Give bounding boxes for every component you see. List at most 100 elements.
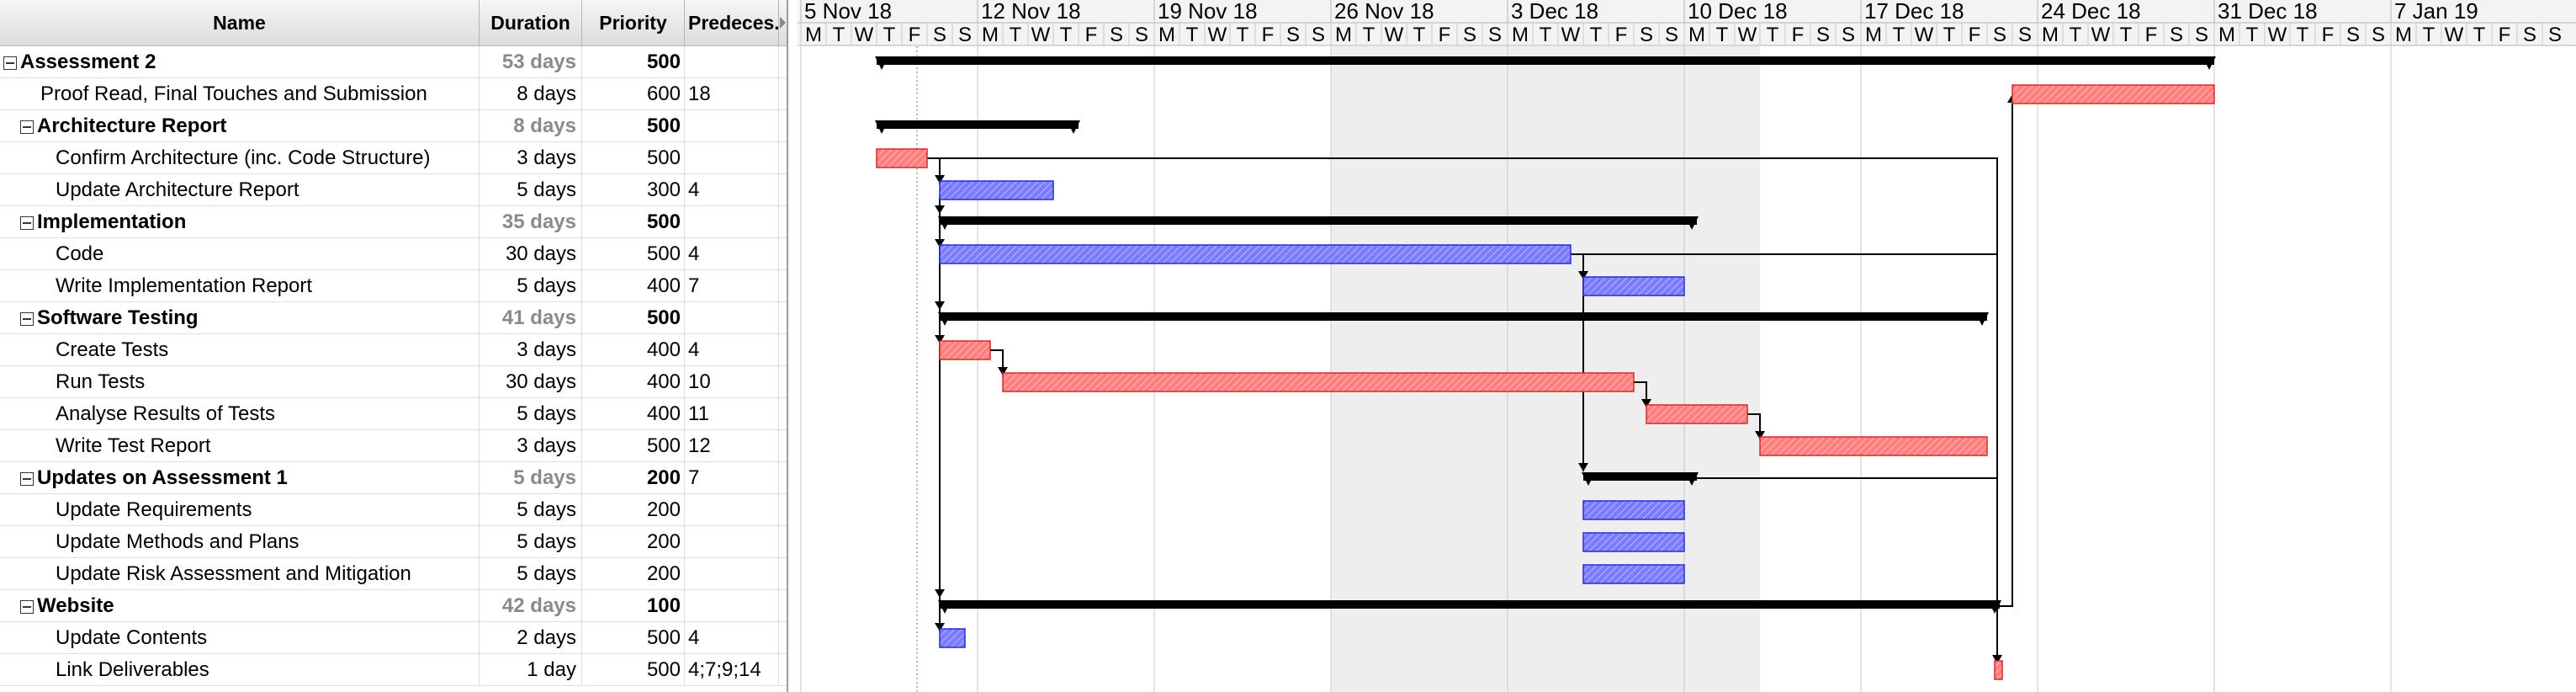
task-priority[interactable]: 500 — [582, 46, 685, 77]
task-duration[interactable]: 5 days — [480, 270, 582, 301]
task-priority[interactable]: 400 — [582, 366, 685, 397]
task-name-cell[interactable]: Update Requirements — [0, 494, 480, 525]
task-duration[interactable]: 5 days — [480, 462, 582, 493]
task-duration[interactable]: 35 days — [480, 206, 582, 237]
task-priority[interactable]: 500 — [582, 430, 685, 461]
task-predecessors[interactable]: 18 — [685, 78, 779, 109]
task-name-cell[interactable]: Link Deliverables — [0, 654, 480, 685]
column-header-duration[interactable]: Duration — [480, 0, 582, 45]
task-row[interactable]: Write Test Report 3 days 500 12 — [0, 430, 787, 462]
task-priority[interactable]: 500 — [582, 654, 685, 685]
task-row[interactable]: Update Architecture Report 5 days 300 4 — [0, 174, 787, 206]
task-predecessors[interactable]: 4 — [685, 174, 779, 205]
task-name-cell[interactable]: Create Tests — [0, 334, 480, 365]
task-duration[interactable]: 42 days — [480, 590, 582, 621]
task-row[interactable]: Run Tests 30 days 400 10 — [0, 366, 787, 398]
task-duration[interactable]: 5 days — [480, 174, 582, 205]
task-name-cell[interactable]: Analyse Results of Tests — [0, 398, 480, 429]
task-priority[interactable]: 200 — [582, 462, 685, 493]
task-group-row[interactable]: Architecture Report 8 days 500 — [0, 110, 787, 142]
task-name-cell[interactable]: Write Implementation Report — [0, 270, 480, 301]
column-menu-arrow-icon[interactable] — [779, 0, 787, 45]
task-row[interactable]: Link Deliverables 1 day 500 4;7;9;14 — [0, 654, 787, 686]
task-row[interactable]: Update Requirements 5 days 200 — [0, 494, 787, 526]
column-header-name[interactable]: Name — [0, 0, 480, 45]
task-name-cell[interactable]: Confirm Architecture (inc. Code Structur… — [0, 142, 480, 173]
task-priority[interactable]: 200 — [582, 558, 685, 589]
task-duration[interactable]: 53 days — [480, 46, 582, 77]
task-name-cell[interactable]: Architecture Report — [0, 110, 480, 141]
collapse-toggle-icon[interactable] — [20, 216, 34, 230]
task-priority[interactable]: 600 — [582, 78, 685, 109]
task-duration[interactable]: 1 day — [480, 654, 582, 685]
task-group-row[interactable]: Assessment 2 53 days 500 — [0, 46, 787, 78]
task-priority[interactable]: 500 — [582, 206, 685, 237]
task-duration[interactable]: 3 days — [480, 430, 582, 461]
task-duration[interactable]: 5 days — [480, 398, 582, 429]
task-duration[interactable]: 5 days — [480, 526, 582, 557]
column-header-priority[interactable]: Priority — [582, 0, 685, 45]
task-duration[interactable]: 3 days — [480, 142, 582, 173]
collapse-toggle-icon[interactable] — [3, 56, 17, 70]
task-priority[interactable]: 200 — [582, 494, 685, 525]
task-priority[interactable]: 400 — [582, 398, 685, 429]
task-row[interactable]: Write Implementation Report 5 days 400 7 — [0, 270, 787, 302]
task-priority[interactable]: 500 — [582, 622, 685, 653]
task-predecessors[interactable] — [685, 526, 779, 557]
task-priority[interactable]: 500 — [582, 142, 685, 173]
task-predecessors[interactable]: 7 — [685, 270, 779, 301]
task-duration[interactable]: 30 days — [480, 238, 582, 269]
task-predecessors[interactable] — [685, 590, 779, 621]
task-duration[interactable]: 8 days — [480, 110, 582, 141]
task-name-cell[interactable]: Write Test Report — [0, 430, 480, 461]
task-row[interactable]: Create Tests 3 days 400 4 — [0, 334, 787, 366]
task-name-cell[interactable]: Software Testing — [0, 302, 480, 333]
task-name-cell[interactable]: Update Risk Assessment and Mitigation — [0, 558, 480, 589]
task-row[interactable]: Update Risk Assessment and Mitigation 5 d… — [0, 558, 787, 590]
task-priority[interactable]: 200 — [582, 526, 685, 557]
task-predecessors[interactable]: 4 — [685, 334, 779, 365]
column-header-predecessors[interactable]: Predeces. — [685, 0, 779, 45]
collapse-toggle-icon[interactable] — [20, 600, 34, 614]
task-row[interactable]: Update Methods and Plans 5 days 200 — [0, 526, 787, 558]
task-name-cell[interactable]: Proof Read, Final Touches and Submission — [0, 78, 480, 109]
task-predecessors[interactable]: 7 — [685, 462, 779, 493]
task-duration[interactable]: 5 days — [480, 558, 582, 589]
collapse-toggle-icon[interactable] — [20, 312, 34, 326]
task-duration[interactable]: 41 days — [480, 302, 582, 333]
task-priority[interactable]: 500 — [582, 302, 685, 333]
task-predecessors[interactable] — [685, 206, 779, 237]
task-name-cell[interactable]: Website — [0, 590, 480, 621]
task-group-row[interactable]: Updates on Assessment 1 5 days 200 7 — [0, 462, 787, 494]
task-group-row[interactable]: Implementation 35 days 500 — [0, 206, 787, 238]
task-predecessors[interactable] — [685, 142, 779, 173]
task-group-row[interactable]: Software Testing 41 days 500 — [0, 302, 787, 334]
task-predecessors[interactable]: 11 — [685, 398, 779, 429]
task-predecessors[interactable] — [685, 558, 779, 589]
task-row[interactable]: Update Contents 2 days 500 4 — [0, 622, 787, 654]
task-duration[interactable]: 5 days — [480, 494, 582, 525]
task-predecessors[interactable] — [685, 110, 779, 141]
task-name-cell[interactable]: Updates on Assessment 1 — [0, 462, 480, 493]
task-predecessors[interactable]: 4;7;9;14 — [685, 654, 779, 685]
task-priority[interactable]: 100 — [582, 590, 685, 621]
task-duration[interactable]: 2 days — [480, 622, 582, 653]
task-row[interactable]: Proof Read, Final Touches and Submission… — [0, 78, 787, 110]
task-priority[interactable]: 400 — [582, 270, 685, 301]
task-predecessors[interactable]: 4 — [685, 238, 779, 269]
task-duration[interactable]: 30 days — [480, 366, 582, 397]
task-name-cell[interactable]: Code — [0, 238, 480, 269]
task-predecessors[interactable] — [685, 494, 779, 525]
task-row[interactable]: Analyse Results of Tests 5 days 400 11 — [0, 398, 787, 430]
collapse-toggle-icon[interactable] — [20, 120, 34, 134]
task-duration[interactable]: 8 days — [480, 78, 582, 109]
task-row[interactable]: Confirm Architecture (inc. Code Structur… — [0, 142, 787, 174]
task-row[interactable]: Code 30 days 500 4 — [0, 238, 787, 270]
task-priority[interactable]: 500 — [582, 110, 685, 141]
task-priority[interactable]: 500 — [582, 238, 685, 269]
task-priority[interactable]: 400 — [582, 334, 685, 365]
task-group-row[interactable]: Website 42 days 100 — [0, 590, 787, 622]
task-name-cell[interactable]: Assessment 2 — [0, 46, 480, 77]
task-name-cell[interactable]: Update Methods and Plans — [0, 526, 480, 557]
task-priority[interactable]: 300 — [582, 174, 685, 205]
